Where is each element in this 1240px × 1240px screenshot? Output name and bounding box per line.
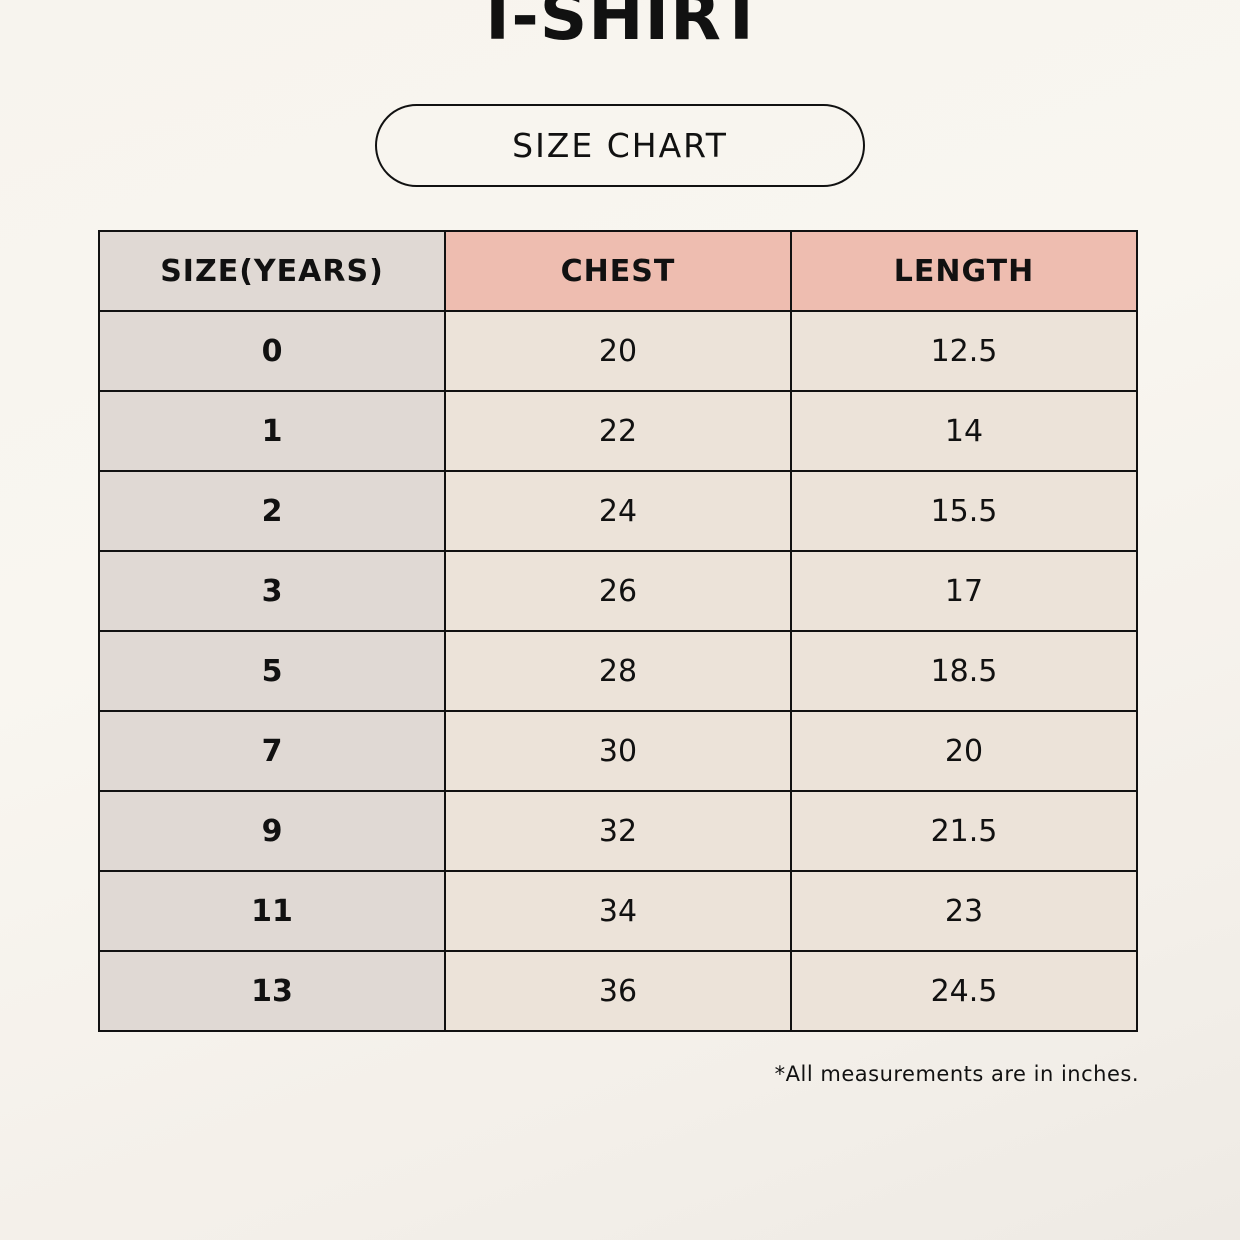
table-cell: 13	[98, 950, 446, 1032]
table-cell: 18.5	[790, 630, 1138, 712]
column-header: LENGTH	[790, 230, 1138, 312]
subtitle: SIZE CHART	[512, 126, 728, 165]
column-header: CHEST	[444, 230, 792, 312]
table-cell: 28	[444, 630, 792, 712]
table-cell: 17	[790, 550, 1138, 632]
table-cell: 15.5	[790, 470, 1138, 552]
header-row: SIZE(YEARS) CHEST LENGTH	[98, 230, 1138, 312]
table-cell: 20	[790, 710, 1138, 792]
table-cell: 9	[98, 790, 446, 872]
table-cell: 3	[98, 550, 446, 632]
table-cell: 36	[444, 950, 792, 1032]
table-cell: 1	[98, 390, 446, 472]
footnote: *All measurements are in inches.	[774, 1062, 1139, 1086]
table-cell: 22	[444, 390, 792, 472]
table-row: 5 28 18.5	[98, 630, 1138, 712]
table-cell: 0	[98, 310, 446, 392]
table-cell: 34	[444, 870, 792, 952]
table-cell: 2	[98, 470, 446, 552]
table-row: 7 30 20	[98, 710, 1138, 792]
table-cell: 7	[98, 710, 446, 792]
table-row: 3 26 17	[98, 550, 1138, 632]
table-row: 2 24 15.5	[98, 470, 1138, 552]
table-cell: 32	[444, 790, 792, 872]
table-row: 1 22 14	[98, 390, 1138, 472]
table-cell: 30	[444, 710, 792, 792]
size-table: SIZE(YEARS) CHEST LENGTH 0 20 12.5 1 22 14 2 24 15.…	[98, 230, 1138, 1032]
table-cell: 24.5	[790, 950, 1138, 1032]
table-cell: 24	[444, 470, 792, 552]
table-row: 9 32 21.5	[98, 790, 1138, 872]
table-cell: 21.5	[790, 790, 1138, 872]
table-row: 11 34 23	[98, 870, 1138, 952]
subtitle-pill: SIZE CHART	[375, 104, 865, 187]
table-cell: 14	[790, 390, 1138, 472]
table-cell: 23	[790, 870, 1138, 952]
title: T-SHIRT	[475, 0, 765, 55]
table-cell: 11	[98, 870, 446, 952]
column-header: SIZE(YEARS)	[98, 230, 446, 312]
table-cell: 12.5	[790, 310, 1138, 392]
table-cell: 20	[444, 310, 792, 392]
table-row: 0 20 12.5	[98, 310, 1138, 392]
table-row: 13 36 24.5	[98, 950, 1138, 1032]
table-cell: 26	[444, 550, 792, 632]
table-cell: 5	[98, 630, 446, 712]
